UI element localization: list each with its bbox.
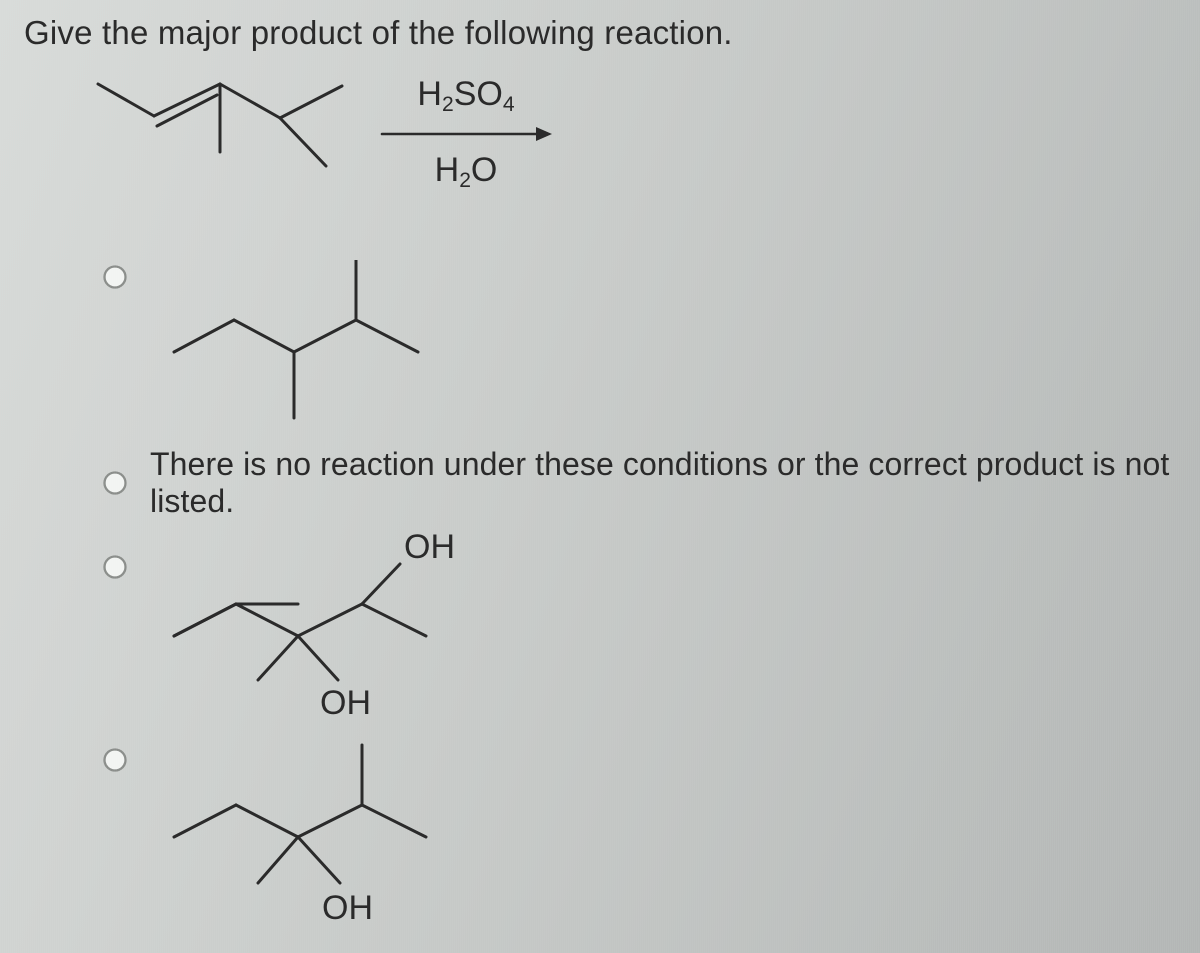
question-prompt: Give the major product of the following … <box>24 14 1180 52</box>
reaction-arrow <box>378 123 554 145</box>
question-page: Give the major product of the following … <box>0 0 1200 953</box>
option-c-structure: OH OH <box>150 524 480 739</box>
reactant-structure <box>74 54 364 214</box>
option-c[interactable]: OH OH <box>24 524 1180 739</box>
radio-circle-icon <box>102 264 128 290</box>
option-b-text: There is no reaction under these conditi… <box>150 446 1180 520</box>
radio-d[interactable] <box>102 747 128 773</box>
radio-c[interactable] <box>102 554 128 580</box>
oh-label-bottom: OH <box>320 684 371 722</box>
oh-label: OH <box>322 889 373 927</box>
option-d-structure: OH <box>150 741 470 953</box>
option-b[interactable]: There is no reaction under these conditi… <box>24 446 1180 520</box>
radio-circle-icon <box>102 470 128 496</box>
reagent-top-text: H2SO4 <box>417 75 514 113</box>
reaction-scheme: H2SO4 H2O <box>74 54 1180 214</box>
radio-b[interactable] <box>102 470 128 496</box>
radio-circle-icon <box>102 747 128 773</box>
option-d[interactable]: OH <box>24 741 1180 953</box>
reagent-bottom: H2O <box>435 151 498 193</box>
answer-options: There is no reaction under these conditi… <box>24 260 1180 953</box>
reagent-bottom-text: H2O <box>435 151 498 189</box>
radio-circle-icon <box>102 554 128 580</box>
radio-a[interactable] <box>102 264 128 290</box>
reagent-top: H2SO4 <box>417 75 514 117</box>
option-a-structure <box>150 260 450 440</box>
oh-label-top: OH <box>404 528 455 566</box>
reaction-arrow-block: H2SO4 H2O <box>378 75 554 193</box>
option-a[interactable] <box>24 260 1180 440</box>
